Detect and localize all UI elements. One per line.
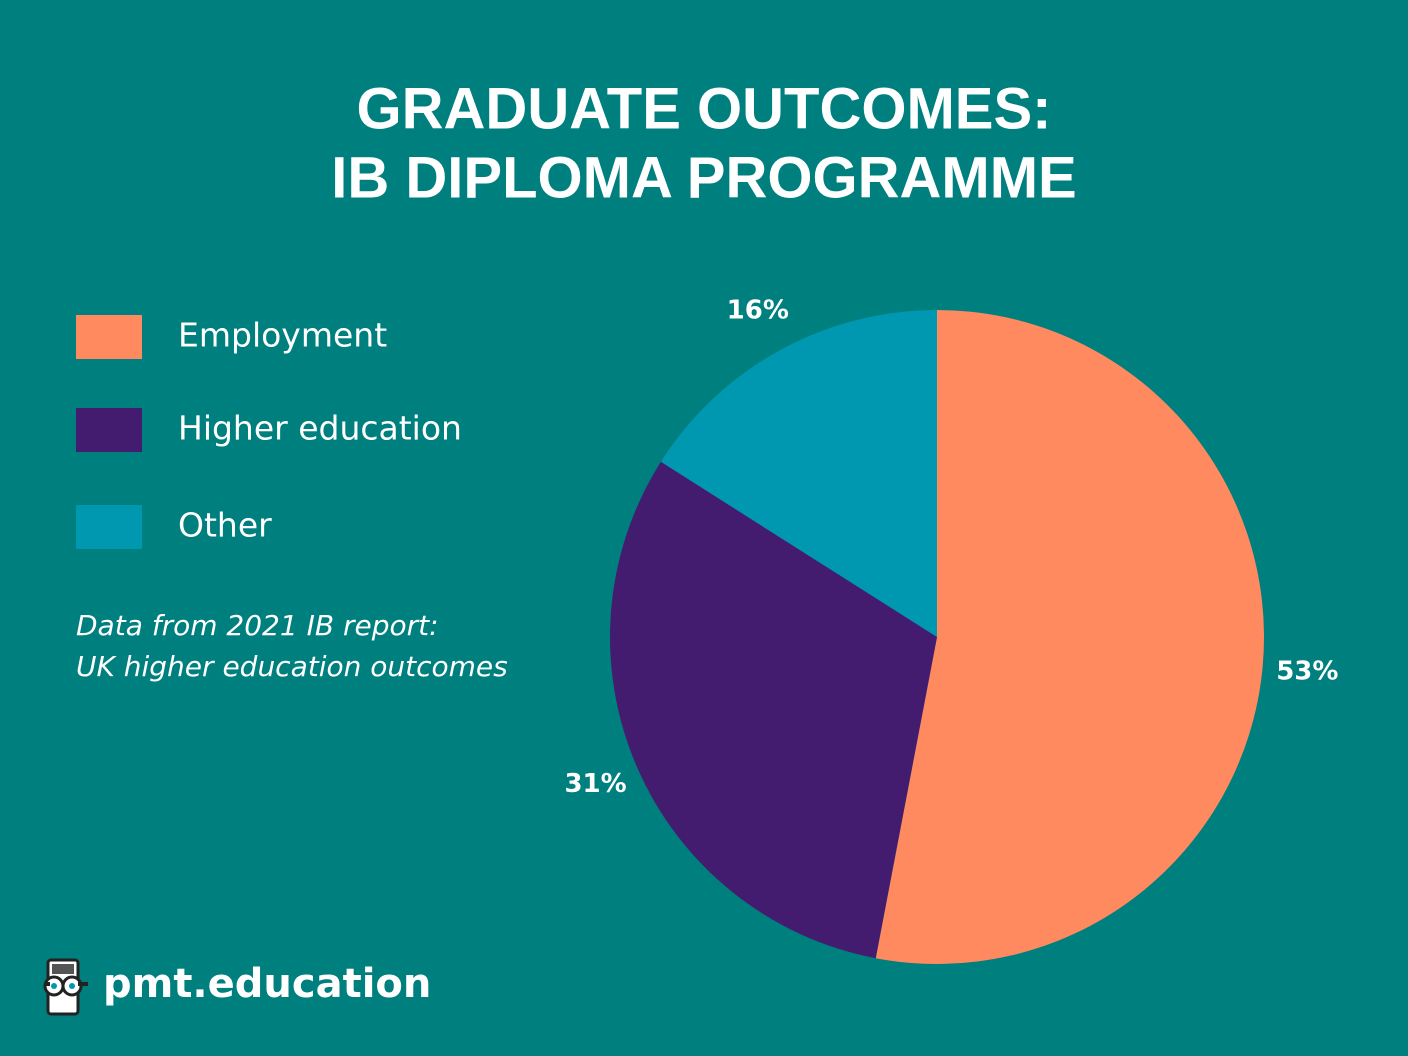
brand: pmt.education xyxy=(103,961,431,1007)
legend-swatch xyxy=(76,408,142,452)
pie-slice xyxy=(610,461,937,959)
value-label: 53% xyxy=(1276,657,1338,687)
chart-title: GRADUATE OUTCOMES: xyxy=(357,76,1052,141)
logo-icon xyxy=(43,958,88,1016)
pie-slice xyxy=(660,310,937,637)
value-label: 16% xyxy=(727,296,789,326)
legend-swatch xyxy=(76,505,142,549)
legend-label: Higher education xyxy=(178,409,462,448)
note: Data from 2021 IB report: xyxy=(76,609,439,642)
legend-label: Employment xyxy=(178,316,387,355)
legend-swatch xyxy=(76,315,142,359)
chart-title: IB DIPLOMA PROGRAMME xyxy=(331,145,1076,210)
legend-label: Other xyxy=(178,506,272,545)
value-label: 31% xyxy=(564,769,626,799)
note: UK higher education outcomes xyxy=(76,650,508,683)
pie-slice xyxy=(875,310,1265,964)
